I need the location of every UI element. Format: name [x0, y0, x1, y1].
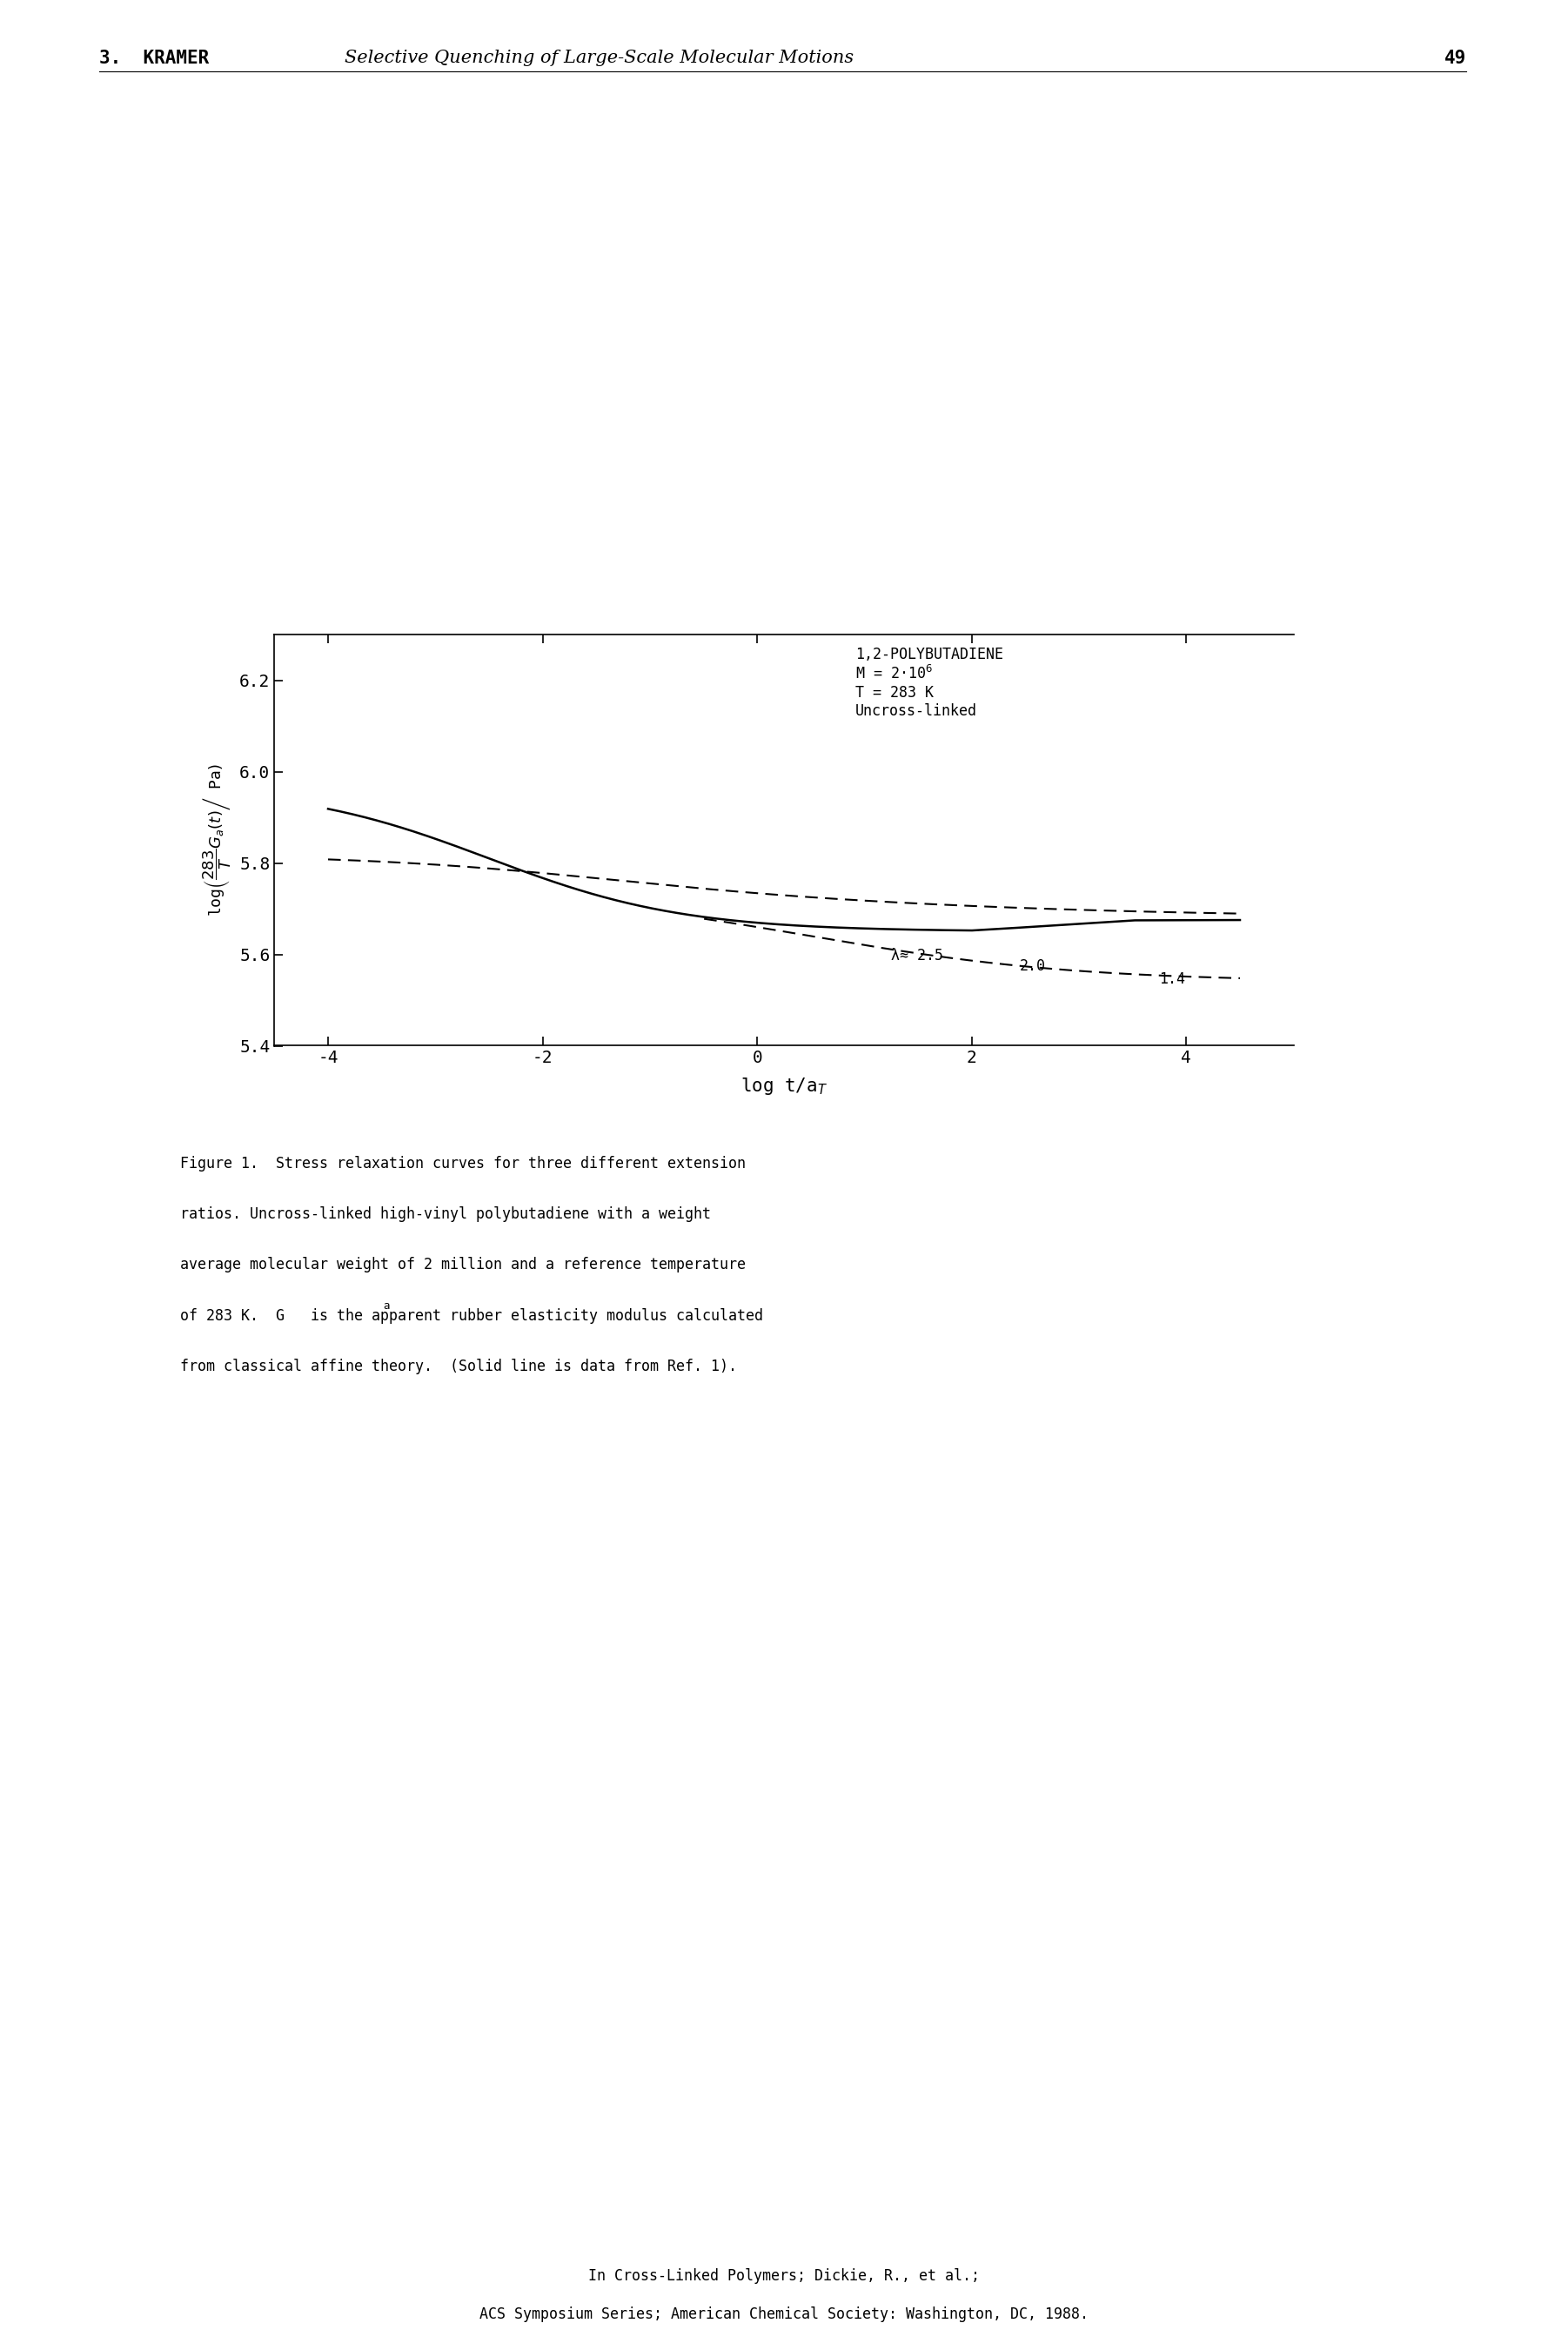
Text: of 283 K.  G   is the apparent rubber elasticity modulus calculated: of 283 K. G is the apparent rubber elast…	[180, 1307, 764, 1323]
Text: a: a	[383, 1302, 390, 1311]
Text: In Cross-Linked Polymers; Dickie, R., et al.;: In Cross-Linked Polymers; Dickie, R., et…	[588, 2268, 980, 2284]
Text: 1.4: 1.4	[1159, 971, 1185, 987]
Y-axis label: log$\left(\dfrac{283}{T}G_a(t)\right/$ Pa$)$: log$\left(\dfrac{283}{T}G_a(t)\right/$ P…	[201, 764, 232, 916]
Text: from classical affine theory.  (Solid line is data from Ref. 1).: from classical affine theory. (Solid lin…	[180, 1358, 737, 1375]
Text: 3.  KRAMER: 3. KRAMER	[99, 49, 209, 66]
X-axis label: log t/a$_T$: log t/a$_T$	[740, 1076, 828, 1097]
Text: 49: 49	[1444, 49, 1466, 66]
Text: Figure 1.  Stress relaxation curves for three different extension: Figure 1. Stress relaxation curves for t…	[180, 1156, 746, 1173]
Text: 1,2-POLYBUTADIENE
M = 2·10$^6$
T = 283 K
Uncross-linked: 1,2-POLYBUTADIENE M = 2·10$^6$ T = 283 K…	[856, 646, 1004, 719]
Text: Selective Quenching of Large-Scale Molecular Motions: Selective Quenching of Large-Scale Molec…	[345, 49, 855, 66]
Text: average molecular weight of 2 million and a reference temperature: average molecular weight of 2 million an…	[180, 1257, 746, 1274]
Text: ratios. Uncross-linked high-vinyl polybutadiene with a weight: ratios. Uncross-linked high-vinyl polybu…	[180, 1208, 712, 1222]
Text: 2.0: 2.0	[1021, 959, 1046, 973]
Text: ACS Symposium Series; American Chemical Society: Washington, DC, 1988.: ACS Symposium Series; American Chemical …	[480, 2305, 1088, 2322]
Text: λ≈ 2.5: λ≈ 2.5	[891, 947, 944, 964]
